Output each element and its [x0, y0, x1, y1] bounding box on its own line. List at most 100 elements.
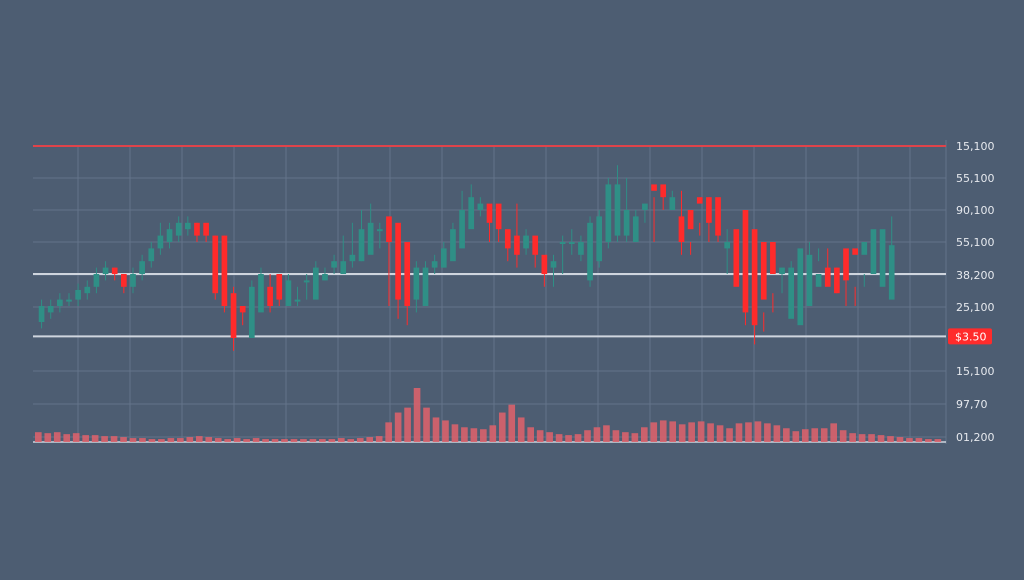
candle-body [450, 229, 456, 262]
candle-body [102, 267, 109, 274]
candle-body [139, 261, 145, 274]
volume-bar [735, 423, 743, 442]
volume-bar [167, 438, 175, 442]
candle-body [239, 306, 246, 313]
volume-bar [82, 435, 89, 442]
y-tick-label: 90,100 [956, 204, 995, 217]
candle-body [578, 242, 584, 255]
candle-body [93, 274, 100, 287]
candle-body [303, 280, 310, 283]
candle-body [770, 242, 776, 274]
candle-body [130, 274, 136, 287]
candle-body [47, 306, 54, 313]
volume-bar [669, 421, 677, 442]
volume-bar [688, 422, 695, 442]
candle-body [706, 197, 712, 223]
volume-bar [423, 407, 430, 442]
candle-body [742, 210, 749, 313]
volume-bar [650, 422, 658, 442]
candle-body [495, 203, 502, 230]
candle-body [203, 222, 209, 236]
volume-bar [375, 436, 383, 442]
candle-body [550, 261, 557, 268]
candle-body [724, 242, 731, 249]
volume-bar [906, 438, 913, 442]
volume-bar [934, 439, 942, 442]
volume-bar [120, 437, 127, 442]
volume-bar [461, 427, 468, 442]
volume-bar [697, 421, 705, 442]
candle-body [358, 229, 365, 262]
volume-bar [716, 425, 724, 442]
candle-body [861, 242, 868, 255]
candle-body [651, 184, 657, 191]
candle-body [596, 216, 603, 262]
volume-bar [868, 434, 875, 442]
candle-body [806, 254, 813, 306]
volume-bar [536, 430, 544, 442]
candle-body [294, 299, 301, 302]
y-tick-label: 15,100 [956, 140, 995, 153]
candle-body [815, 274, 822, 287]
candle-body [248, 286, 255, 338]
candle-body [157, 235, 164, 249]
candle-body [824, 267, 831, 287]
volume-bar [792, 431, 800, 442]
candle-body [559, 242, 566, 244]
candle-body [715, 197, 721, 236]
volume-bar [214, 438, 222, 442]
volume-bar [925, 439, 932, 442]
volume-bar [574, 434, 582, 442]
volume-bar [309, 439, 317, 442]
volume-bar [801, 429, 809, 442]
candle-body [386, 216, 392, 242]
candle-body [623, 210, 630, 236]
volume-bar [338, 438, 345, 442]
candle-body [642, 203, 648, 210]
candle-body [111, 267, 118, 274]
candle-body [532, 235, 539, 255]
volume-bar [177, 438, 184, 442]
candle-body [230, 293, 237, 338]
volume-bar [783, 428, 790, 442]
volume-bar [101, 436, 108, 442]
volume-bar [347, 439, 355, 442]
volume-bar [584, 430, 591, 442]
volume-bar [470, 428, 478, 442]
volume-bar [290, 439, 298, 442]
candle-body [121, 274, 127, 287]
y-tick-label: 25,100 [956, 301, 995, 314]
candle-body [779, 267, 785, 274]
volume-bar [72, 433, 80, 442]
candle-body [148, 248, 155, 262]
candle-body [788, 267, 795, 319]
volume-bar [148, 439, 156, 442]
candle-body [166, 229, 173, 242]
volume-bar [830, 423, 838, 442]
volume-bar [593, 427, 601, 442]
volume-bar [726, 428, 733, 442]
candle-body [376, 229, 383, 232]
candle-body [184, 222, 191, 230]
volume-bar [527, 427, 535, 442]
volume-bar [271, 439, 279, 442]
candle-body [258, 274, 264, 313]
volume-bar [915, 438, 923, 442]
candle-body [404, 242, 411, 306]
volume-bar [745, 422, 752, 442]
candle-body [669, 197, 676, 210]
volume-bar [281, 439, 288, 442]
candle-body [367, 222, 374, 255]
volume-bar [53, 432, 61, 442]
candle-body [541, 254, 548, 274]
current-price-tag [948, 328, 992, 345]
candle-body [605, 184, 612, 242]
y-tick-label: 55,100 [956, 172, 995, 185]
candle-body [733, 229, 740, 287]
candle-body [75, 290, 81, 300]
volume-bar [517, 417, 525, 442]
volume-bar [451, 424, 459, 442]
current-price-label: $3.50 [955, 330, 987, 343]
volume-bar [110, 436, 118, 442]
volume-bar [839, 430, 847, 442]
